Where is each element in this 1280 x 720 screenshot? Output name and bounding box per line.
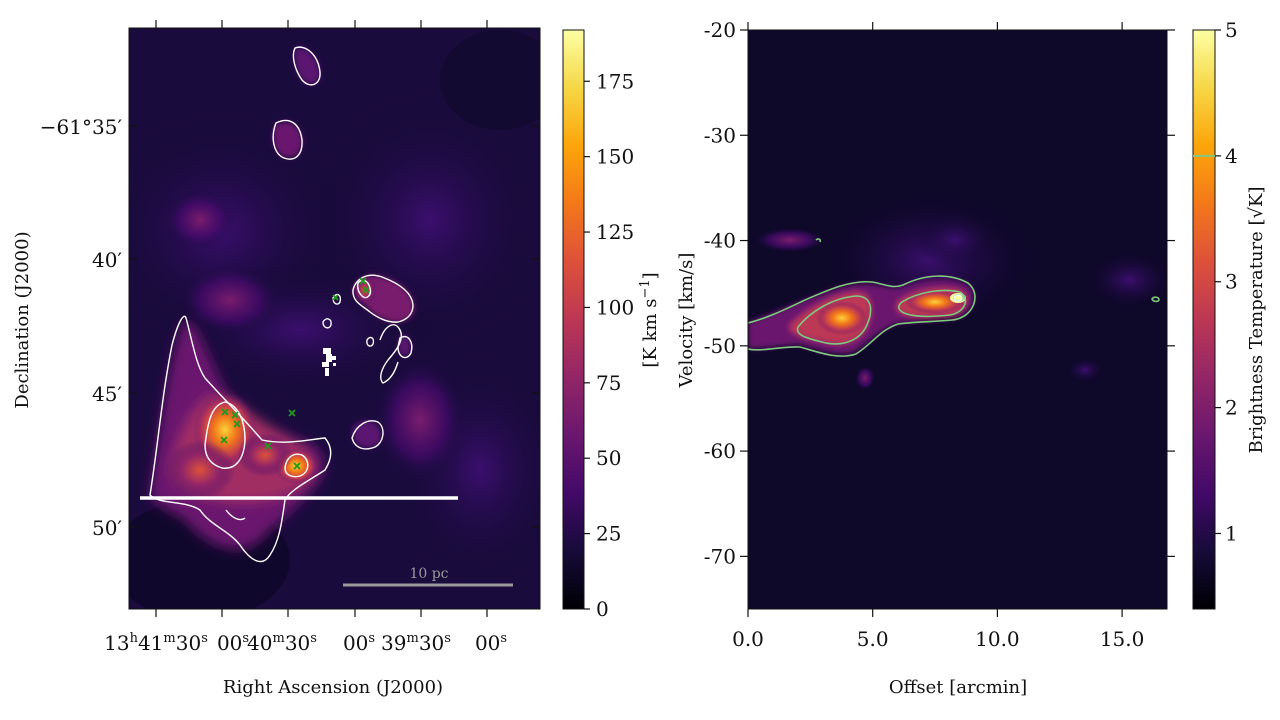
intensity-contours [149, 46, 414, 563]
ra-tick-label: 00s [217, 631, 249, 655]
right-pv-frame [747, 29, 1168, 610]
x-tick-label: 10.0 [975, 627, 1020, 651]
ra-tick-label: 39m30s [381, 631, 451, 655]
colorbar-tick-label: 125 [596, 220, 634, 244]
y-tick-label: -40 [704, 229, 736, 253]
x-tick-label: 0.0 [732, 627, 764, 651]
left-colorbar: 0 25 50 75 100 125 150 175 [K km s−1] [562, 29, 661, 621]
source-markers [220, 277, 370, 470]
y-tick-label: 40′ [92, 248, 122, 272]
pv-contours [748, 238, 1160, 357]
y-tick-label: -50 [704, 334, 736, 358]
colorbar-tick-label: 3 [1225, 270, 1238, 294]
left-map-panel: 10 pc [128, 27, 541, 610]
pv-y-axis: -20 -30 -40 -50 -60 -70 [704, 18, 1175, 568]
left-y-axis: −61°35′ 40′ 45′ 50′ Declination (J2000) [12, 115, 540, 540]
y-tick-label: −61°35′ [40, 115, 123, 139]
colorbar-tick-label: 1 [1225, 521, 1238, 545]
x-tick-label: 15.0 [1100, 627, 1145, 651]
colorbar-tick-label: 175 [596, 69, 634, 93]
pv-image [748, 30, 1167, 609]
right-y-axis-title: Velocity [km/s] [676, 253, 697, 389]
colorbar-tick-label: 4 [1225, 144, 1238, 168]
ra-tick-label: 00s [343, 631, 375, 655]
pv-x-axis: 0.0 5.0 10.0 15.0 [732, 22, 1144, 651]
y-tick-label: 50′ [92, 516, 122, 540]
y-tick-label: -20 [704, 18, 736, 42]
y-tick-label: -70 [704, 544, 736, 568]
blanked-pixels [322, 348, 336, 376]
intensity-image: 10 pc [129, 28, 540, 609]
colorbar-tick-label: 0 [596, 597, 609, 621]
ra-tick-label: 00s [475, 631, 507, 655]
left-x-axis: 13h41m30s 00s 40m30s 00s 39m30s 00s Righ… [104, 20, 507, 698]
right-colorbar-title: Brightness Temperature [√K] [1246, 187, 1267, 454]
ra-tick-label: 13h41m30s [104, 631, 208, 655]
y-tick-label: -60 [704, 439, 736, 463]
colorbar-tick-label: 100 [596, 295, 634, 319]
ra-tick-label: 40m30s [247, 631, 317, 655]
right-colorbar: 1 2 3 4 5 Brightness Temperature [√K] [1192, 18, 1267, 610]
left-map-frame [128, 27, 541, 610]
left-colorbar-title: [K km s−1] [638, 272, 661, 367]
colorbar-tick-label: 25 [596, 522, 621, 546]
y-tick-label: -30 [704, 123, 736, 147]
colorbar-tick-label: 5 [1225, 18, 1238, 42]
right-pv-panel: 0.0 5.0 10.0 15.0 -20 -30 -40 -50 -60 -70 Offset… [676, 18, 1175, 698]
colorbar-tick-label: 75 [596, 371, 621, 395]
scale-bar-label: 10 pc [409, 566, 448, 582]
colorbar-tick-label: 2 [1225, 396, 1238, 420]
colorbar-tick-label: 50 [596, 446, 621, 470]
left-y-axis-title: Declination (J2000) [12, 231, 33, 408]
right-x-axis-title: Offset [arcmin] [889, 677, 1027, 698]
y-tick-label: 45′ [92, 382, 122, 406]
x-tick-label: 5.0 [857, 627, 889, 651]
colorbar-tick-label: 150 [596, 145, 634, 169]
left-x-axis-title: Right Ascension (J2000) [223, 677, 443, 698]
